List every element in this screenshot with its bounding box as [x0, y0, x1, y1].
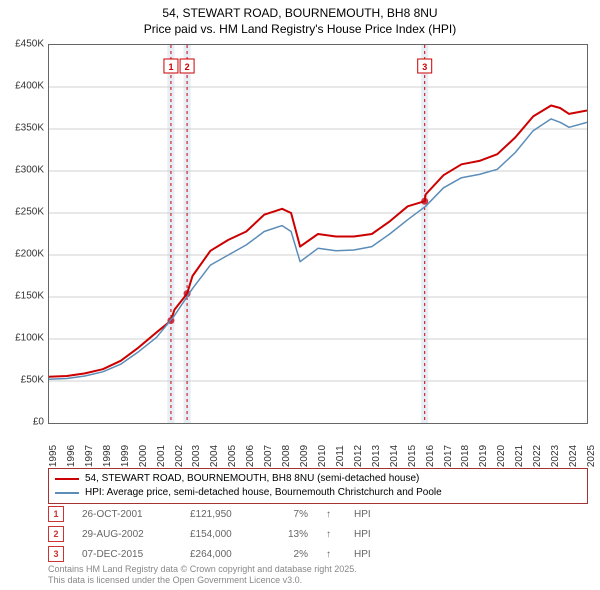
x-tick-label: 2024 — [568, 445, 579, 467]
marker-price: £264,000 — [190, 549, 260, 560]
marker-date: 29-AUG-2002 — [82, 529, 172, 540]
svg-text:2: 2 — [185, 62, 190, 72]
marker-date: 07-DEC-2015 — [82, 549, 172, 560]
y-tick-label: £350K — [15, 123, 44, 134]
footer-text: Contains HM Land Registry data © Crown c… — [48, 564, 357, 586]
marker-price: £121,950 — [190, 509, 260, 520]
y-tick-label: £0 — [33, 417, 44, 428]
y-tick-label: £100K — [15, 333, 44, 344]
marker-row: 3 07-DEC-2015 £264,000 2% ↑ HPI — [48, 544, 588, 564]
arrow-up-icon: ↑ — [326, 509, 336, 520]
x-tick-label: 2016 — [425, 445, 436, 467]
arrow-up-icon: ↑ — [326, 549, 336, 560]
marker-suffix: HPI — [354, 529, 384, 540]
legend-swatch — [55, 478, 79, 480]
markers-table: 1 26-OCT-2001 £121,950 7% ↑ HPI 2 29-AUG-2002 £1… — [48, 504, 588, 564]
marker-badge: 2 — [48, 526, 64, 542]
x-axis-labels: 1995 1996 1997 1998 1999 2000 2001 2002 2003 2004… — [48, 426, 588, 466]
y-tick-label: £450K — [15, 39, 44, 50]
chart-plot-area: 1 2 3 — [48, 44, 588, 424]
x-tick-label: 2001 — [156, 445, 167, 467]
x-tick-label: 1997 — [84, 445, 95, 467]
marker-badge: 1 — [48, 506, 64, 522]
x-tick-label: 2002 — [174, 445, 185, 467]
x-tick-label: 2015 — [407, 445, 418, 467]
x-tick-label: 2014 — [389, 445, 400, 467]
marker-pct: 2% — [278, 549, 308, 560]
title-line-1: 54, STEWART ROAD, BOURNEMOUTH, BH8 8NU — [0, 6, 600, 22]
marker-date: 26-OCT-2001 — [82, 509, 172, 520]
x-tick-label: 2004 — [209, 445, 220, 467]
y-tick-label: £200K — [15, 249, 44, 260]
x-tick-label: 2010 — [317, 445, 328, 467]
legend-label: 54, STEWART ROAD, BOURNEMOUTH, BH8 8NU (… — [85, 472, 419, 486]
y-tick-label: £400K — [15, 81, 44, 92]
y-tick-label: £150K — [15, 291, 44, 302]
x-tick-label: 2025 — [586, 445, 597, 467]
marker-row: 2 29-AUG-2002 £154,000 13% ↑ HPI — [48, 524, 588, 544]
x-tick-label: 2022 — [532, 445, 543, 467]
x-tick-label: 2018 — [460, 445, 471, 467]
x-tick-label: 2011 — [335, 445, 346, 467]
x-tick-label: 2009 — [299, 445, 310, 467]
x-tick-label: 2019 — [478, 445, 489, 467]
title-line-2: Price paid vs. HM Land Registry's House … — [0, 22, 600, 38]
legend-item: HPI: Average price, semi-detached house,… — [55, 486, 581, 500]
x-tick-label: 1998 — [102, 445, 113, 467]
chart-svg: 1 2 3 — [49, 45, 587, 423]
x-tick-label: 1996 — [66, 445, 77, 467]
svg-text:1: 1 — [168, 62, 173, 72]
x-tick-label: 2008 — [281, 445, 292, 467]
marker-pct: 13% — [278, 529, 308, 540]
marker-pct: 7% — [278, 509, 308, 520]
legend-swatch — [55, 492, 79, 494]
y-tick-label: £250K — [15, 207, 44, 218]
marker-row: 1 26-OCT-2001 £121,950 7% ↑ HPI — [48, 504, 588, 524]
legend-item: 54, STEWART ROAD, BOURNEMOUTH, BH8 8NU (… — [55, 472, 581, 486]
svg-text:3: 3 — [422, 62, 427, 72]
chart-container: 54, STEWART ROAD, BOURNEMOUTH, BH8 8NU P… — [0, 0, 600, 590]
legend-label: HPI: Average price, semi-detached house,… — [85, 486, 442, 500]
x-tick-label: 2003 — [191, 445, 202, 467]
x-tick-label: 2023 — [550, 445, 561, 467]
marker-suffix: HPI — [354, 509, 384, 520]
marker-suffix: HPI — [354, 549, 384, 560]
x-tick-label: 2005 — [227, 445, 238, 467]
x-tick-label: 2020 — [496, 445, 507, 467]
legend-box: 54, STEWART ROAD, BOURNEMOUTH, BH8 8NU (… — [48, 468, 588, 504]
y-axis-labels: £0£50K£100K£150K£200K£250K£300K£350K£400… — [0, 44, 46, 424]
y-tick-label: £300K — [15, 165, 44, 176]
footer-line-1: Contains HM Land Registry data © Crown c… — [48, 564, 357, 575]
marker-price: £154,000 — [190, 529, 260, 540]
marker-badge: 3 — [48, 546, 64, 562]
x-tick-label: 2017 — [443, 445, 454, 467]
x-tick-label: 2006 — [245, 445, 256, 467]
x-tick-label: 2021 — [514, 445, 525, 467]
footer-line-2: This data is licensed under the Open Gov… — [48, 575, 357, 586]
x-tick-label: 2007 — [263, 445, 274, 467]
x-tick-label: 1995 — [48, 445, 59, 467]
arrow-up-icon: ↑ — [326, 529, 336, 540]
title-block: 54, STEWART ROAD, BOURNEMOUTH, BH8 8NU P… — [0, 0, 600, 39]
x-tick-label: 2000 — [138, 445, 149, 467]
x-tick-label: 1999 — [120, 445, 131, 467]
x-tick-label: 2013 — [371, 445, 382, 467]
x-tick-label: 2012 — [353, 445, 364, 467]
y-tick-label: £50K — [21, 375, 44, 386]
